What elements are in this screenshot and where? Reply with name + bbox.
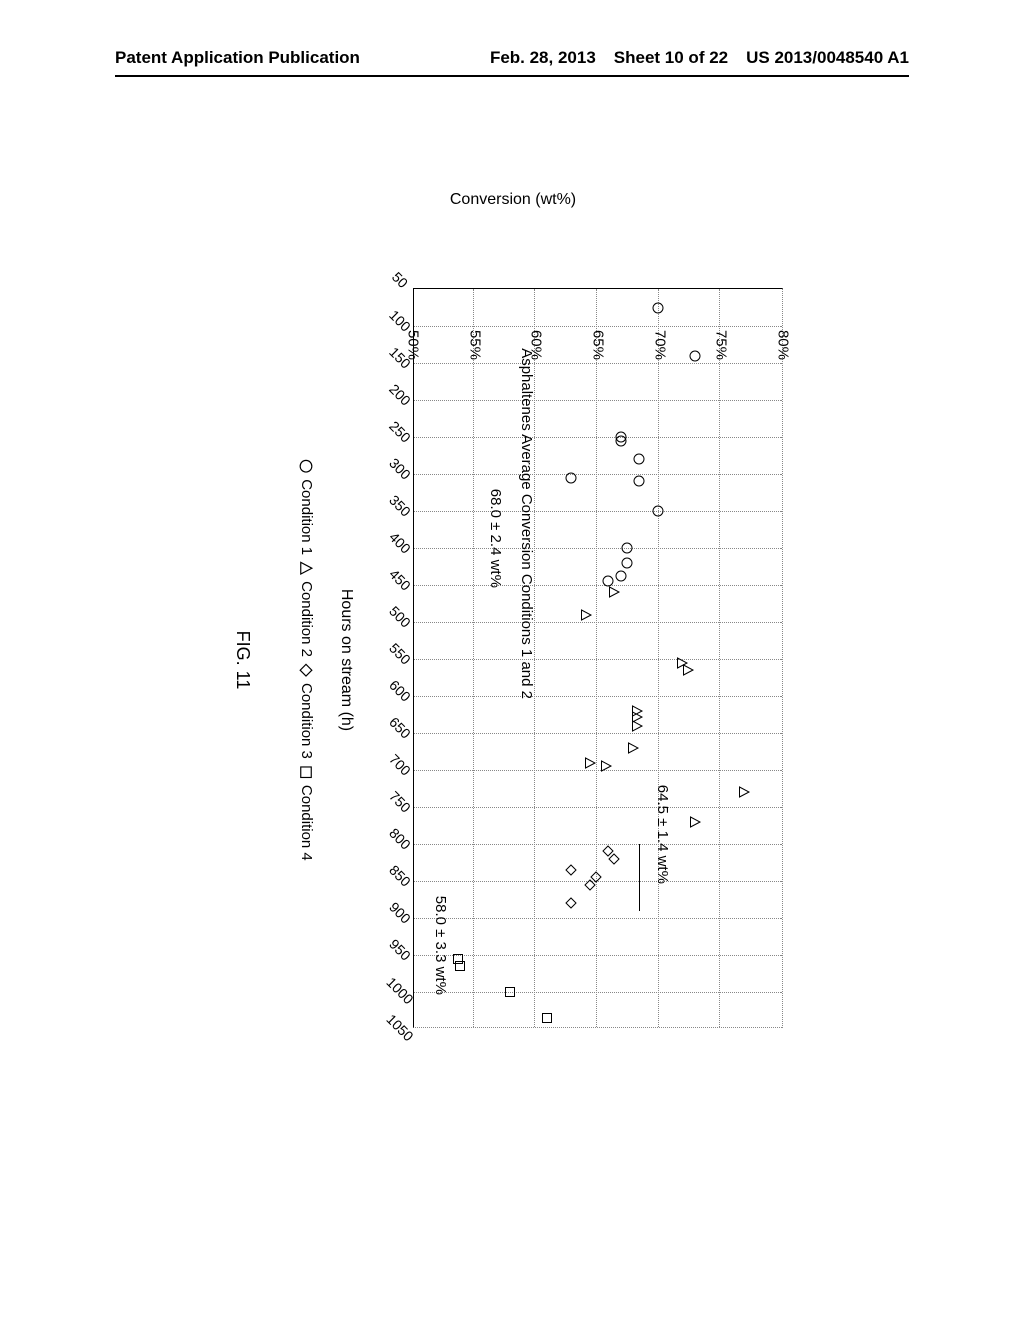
data-point-diamond — [609, 853, 621, 865]
grid-line-v — [414, 474, 782, 475]
x-tick-label: 250 — [386, 418, 414, 446]
chart-annotation: 58.0 ± 3.3 wt% — [432, 896, 449, 995]
header-pubnum: US 2013/0048540 A1 — [746, 48, 909, 68]
data-point-triangle — [600, 760, 612, 772]
legend-label-1: Condition 1 — [298, 479, 315, 555]
x-tick-label: 400 — [386, 529, 414, 557]
chart-legend: Condition 1 Condition 2 Condition 3 Cond… — [298, 459, 315, 861]
x-tick-label: 950 — [386, 936, 414, 964]
figure-label: FIG. 11 — [232, 631, 253, 690]
data-point-triangle — [609, 586, 621, 598]
grid-line-v — [414, 548, 782, 549]
x-tick-label: 300 — [386, 455, 414, 483]
grid-line-v — [414, 659, 782, 660]
header-date: Feb. 28, 2013 — [490, 48, 596, 68]
header-left: Patent Application Publication — [115, 48, 360, 68]
annotation-leader-line — [639, 844, 640, 911]
legend-label-4: Condition 4 — [298, 785, 315, 861]
header-divider — [115, 75, 909, 77]
data-point-square — [541, 1012, 553, 1024]
data-point-circle — [689, 350, 701, 362]
y-tick-label: 60% — [527, 300, 544, 360]
circle-icon — [299, 459, 313, 473]
data-point-circle — [634, 475, 646, 487]
grid-line-v — [414, 511, 782, 512]
data-point-circle — [615, 435, 627, 447]
page-header: Patent Application Publication Feb. 28, … — [0, 48, 1024, 68]
data-point-triangle — [581, 609, 593, 621]
y-axis-title: Conversion (wt%) — [449, 191, 575, 209]
data-point-circle — [652, 505, 664, 517]
x-tick-label: 650 — [386, 714, 414, 742]
y-tick-label: 80% — [774, 300, 791, 360]
data-point-triangle — [739, 786, 751, 798]
data-point-circle — [566, 472, 578, 484]
x-tick-label: 350 — [386, 492, 414, 520]
data-point-diamond — [566, 864, 578, 876]
chart-annotation: 68.0 ± 2.4 wt% — [487, 489, 504, 588]
chart-annotation: Asphaltenes Average Conversion Condition… — [518, 348, 535, 699]
grid-line-v — [414, 733, 782, 734]
data-point-circle — [621, 542, 633, 554]
grid-line-v — [414, 696, 782, 697]
x-tick-label: 1000 — [383, 974, 416, 1007]
x-axis-title: Hours on stream (h) — [337, 589, 355, 731]
y-tick-label: 70% — [651, 300, 668, 360]
scatter-chart: Conversion (wt%) Hours on stream (h) Asp… — [213, 210, 813, 1110]
grid-line-v — [414, 807, 782, 808]
triangle-icon — [299, 561, 313, 575]
data-point-triangle — [683, 664, 695, 676]
header-right: Feb. 28, 2013 Sheet 10 of 22 US 2013/004… — [490, 48, 909, 68]
plot-area: Asphaltenes Average Conversion Condition… — [413, 288, 783, 1028]
x-tick-label: 450 — [386, 566, 414, 594]
header-sheet: Sheet 10 of 22 — [614, 48, 728, 68]
grid-line-v — [414, 992, 782, 993]
x-tick-label: 1050 — [383, 1011, 416, 1044]
x-tick-label: 500 — [386, 603, 414, 631]
grid-line-v — [414, 770, 782, 771]
y-tick-label: 55% — [466, 300, 483, 360]
x-tick-label: 800 — [386, 825, 414, 853]
grid-line-v — [414, 437, 782, 438]
x-tick-label: 550 — [386, 640, 414, 668]
diamond-icon — [299, 663, 313, 677]
x-tick-label: 50 — [388, 269, 410, 291]
x-tick-label: 200 — [386, 381, 414, 409]
data-point-circle — [615, 570, 627, 582]
data-point-triangle — [584, 757, 596, 769]
data-point-circle — [634, 453, 646, 465]
grid-line-v — [414, 400, 782, 401]
x-tick-label: 900 — [386, 899, 414, 927]
data-point-triangle — [689, 816, 701, 828]
legend-label-2: Condition 2 — [298, 581, 315, 657]
data-point-diamond — [566, 897, 578, 909]
grid-line-v — [414, 955, 782, 956]
chart-annotation: 64.5 ± 1.4 wt% — [654, 785, 671, 884]
data-point-triangle — [631, 720, 643, 732]
grid-line-v — [414, 844, 782, 845]
x-tick-label: 700 — [386, 751, 414, 779]
data-point-circle — [621, 557, 633, 569]
x-tick-label: 750 — [386, 788, 414, 816]
legend-label-3: Condition 3 — [298, 683, 315, 759]
square-icon — [299, 765, 313, 779]
grid-line-v — [414, 918, 782, 919]
data-point-square — [455, 960, 467, 972]
grid-line-v — [414, 363, 782, 364]
data-point-diamond — [584, 879, 596, 891]
figure-container: Conversion (wt%) Hours on stream (h) Asp… — [115, 120, 910, 1200]
y-tick-label: 75% — [712, 300, 729, 360]
y-tick-label: 65% — [589, 300, 606, 360]
data-point-triangle — [628, 742, 640, 754]
data-point-square — [504, 986, 516, 998]
x-tick-label: 600 — [386, 677, 414, 705]
grid-line-v — [414, 622, 782, 623]
x-tick-label: 850 — [386, 862, 414, 890]
grid-line-v — [414, 585, 782, 586]
